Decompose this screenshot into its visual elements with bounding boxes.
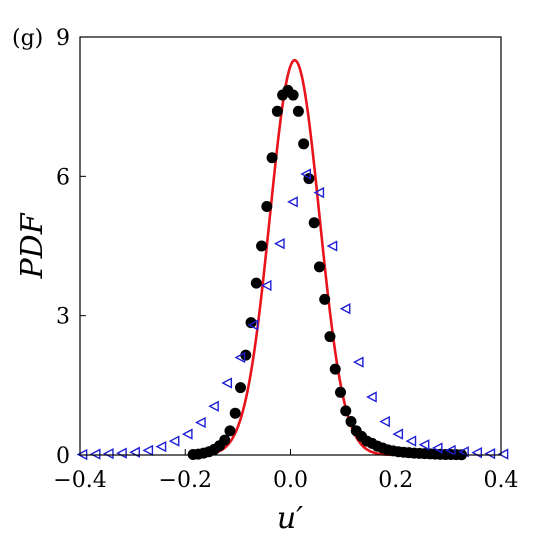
y-tick-label: 6: [56, 165, 70, 190]
circle-point: [298, 138, 310, 150]
panel-label: (g): [12, 26, 43, 51]
x-tick-label: 0.0: [273, 468, 308, 493]
triangle-point: [366, 391, 377, 403]
circle-point: [319, 293, 331, 305]
circle-point: [334, 386, 346, 398]
triangle-point: [89, 448, 101, 460]
x-axis-label: u′: [277, 501, 303, 536]
triangle-point: [484, 447, 496, 460]
plot-area: [76, 58, 509, 461]
circle-point: [235, 382, 247, 394]
triangle-point: [208, 400, 219, 412]
gaussian-fit-line: [200, 58, 391, 457]
triangle-point: [497, 448, 509, 460]
triangle-point: [418, 439, 430, 451]
triangle-point: [195, 416, 206, 429]
triangle-point: [273, 238, 285, 250]
circle-point: [308, 217, 320, 229]
triangle-point: [431, 442, 443, 454]
triangle-point: [168, 435, 180, 447]
triangle-point: [405, 435, 417, 447]
circle-point: [287, 89, 299, 101]
circle-point: [313, 261, 325, 273]
triangle-point: [445, 444, 456, 457]
circle-point: [271, 105, 283, 117]
triangle-point: [234, 351, 246, 364]
circle-point: [240, 349, 252, 361]
x-tick-label: −0.2: [159, 468, 212, 493]
circle-point: [329, 363, 341, 375]
triangle-point: [181, 428, 193, 440]
circle-point: [292, 105, 304, 117]
triangle-point: [392, 428, 404, 440]
triangle-point: [155, 440, 167, 453]
x-tick-label: 0.4: [484, 468, 519, 493]
x-tick-label: 0.2: [378, 468, 413, 493]
circle-point: [340, 405, 352, 417]
circle-point: [266, 152, 278, 164]
triangle-point: [352, 356, 364, 368]
circle-point: [345, 416, 357, 428]
y-axis-label: PDF: [15, 212, 50, 279]
triangle-point: [339, 303, 351, 315]
triangle-point: [300, 168, 311, 180]
triangle-point: [102, 447, 114, 460]
circle-point: [324, 331, 336, 343]
circle-point: [224, 425, 236, 437]
triangle-point: [221, 377, 233, 389]
triangle-point: [287, 196, 298, 208]
x-tick-label: −0.4: [53, 468, 106, 493]
circle-point: [303, 173, 315, 185]
triangle-point: [458, 446, 469, 458]
y-tick-label: 9: [56, 26, 70, 51]
circle-point: [229, 407, 241, 419]
triangle-point: [326, 240, 338, 252]
axis-ticks: −0.4 −0.2 0.0 0.2 0.4 0 3 6 9: [53, 26, 518, 493]
y-tick-label: 3: [56, 305, 70, 330]
triangle-point: [142, 444, 154, 457]
y-tick-label: 0: [56, 444, 70, 469]
circle-point: [261, 201, 273, 213]
circle-point: [219, 434, 231, 446]
triangle-point: [247, 319, 259, 331]
circle-point: [245, 317, 257, 329]
triangle-point: [379, 415, 390, 428]
triangle-point: [260, 279, 272, 292]
circle-point: [256, 240, 268, 252]
circle-point: [250, 277, 262, 289]
triangle-point: [313, 186, 325, 199]
